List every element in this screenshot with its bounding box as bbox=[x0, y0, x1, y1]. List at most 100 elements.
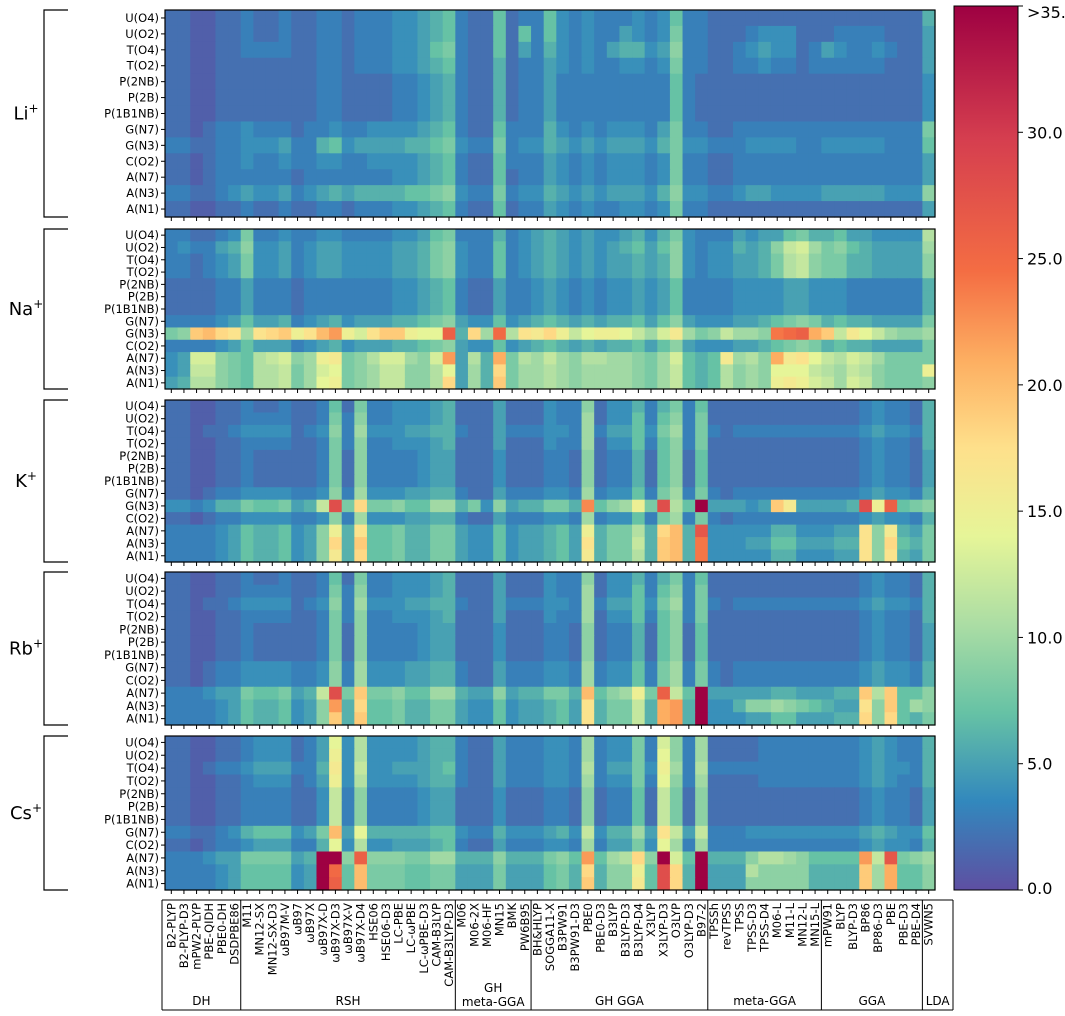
heatmap-cell bbox=[682, 339, 696, 353]
heatmap-cell bbox=[632, 512, 646, 526]
heatmap-cell bbox=[291, 661, 305, 675]
heatmap-cell bbox=[657, 524, 671, 538]
heatmap-cell bbox=[430, 400, 444, 414]
heatmap-cell bbox=[518, 864, 532, 878]
heatmap-cell bbox=[291, 761, 305, 776]
heatmap-cell bbox=[165, 851, 179, 865]
heatmap-cell bbox=[392, 290, 406, 304]
heatmap-cell bbox=[417, 10, 431, 27]
heatmap-cell bbox=[379, 487, 393, 501]
heatmap-cell bbox=[632, 57, 646, 75]
heatmap-cell bbox=[909, 813, 923, 827]
heatmap-cell bbox=[253, 499, 267, 513]
heatmap-cell bbox=[518, 424, 532, 438]
heatmap-cell bbox=[417, 153, 431, 170]
heatmap-cell bbox=[329, 774, 343, 788]
heatmap-cell bbox=[505, 825, 520, 840]
heatmap-cell bbox=[430, 339, 444, 353]
heatmap-cell bbox=[834, 169, 848, 186]
heatmap-cell bbox=[859, 648, 873, 662]
heatmap-cell bbox=[215, 648, 229, 662]
heatmap-cell bbox=[493, 610, 507, 624]
heatmap-cell bbox=[783, 877, 797, 891]
row-label: U(O2) bbox=[125, 748, 159, 762]
heatmap-cell bbox=[215, 851, 229, 865]
heatmap-cell bbox=[796, 825, 810, 840]
heatmap-cell bbox=[329, 169, 343, 186]
heatmap-cell bbox=[909, 201, 923, 218]
heatmap-cell bbox=[783, 253, 797, 267]
heatmap-cell bbox=[202, 153, 217, 170]
heatmap-cell bbox=[228, 549, 242, 563]
heatmap-cell bbox=[720, 661, 734, 675]
heatmap-cell bbox=[846, 774, 860, 788]
heatmap-cell bbox=[770, 41, 785, 59]
heatmap-cell bbox=[884, 648, 898, 662]
heatmap-cell bbox=[770, 787, 785, 801]
heatmap-cell bbox=[329, 549, 343, 563]
heatmap-cell bbox=[758, 877, 772, 891]
heatmap-cell bbox=[505, 265, 520, 279]
heatmap-cell bbox=[354, 623, 368, 637]
heatmap-cell bbox=[594, 253, 608, 267]
heatmap-cell bbox=[606, 376, 621, 390]
group-label: RSH bbox=[336, 994, 361, 1008]
heatmap-cell bbox=[632, 121, 646, 138]
heatmap-cell bbox=[834, 253, 848, 267]
heatmap-cell bbox=[897, 699, 911, 713]
heatmap-cell bbox=[556, 838, 570, 853]
heatmap-cell bbox=[682, 549, 696, 563]
heatmap-cell bbox=[240, 825, 254, 840]
heatmap-cell bbox=[859, 201, 873, 218]
heatmap-cell bbox=[682, 524, 696, 538]
heatmap-cell bbox=[770, 736, 785, 750]
heatmap-cell bbox=[846, 635, 860, 650]
functional-label: BMK bbox=[505, 903, 519, 929]
heatmap-cell bbox=[341, 610, 355, 624]
heatmap-cell bbox=[745, 474, 759, 488]
functional-label: PBE0 bbox=[581, 903, 595, 932]
heatmap-cell bbox=[366, 327, 381, 341]
heatmap-cell bbox=[467, 597, 482, 611]
heatmap-cell bbox=[606, 635, 621, 650]
heatmap-cell bbox=[531, 787, 545, 801]
heatmap-cell bbox=[392, 327, 406, 341]
heatmap-cell bbox=[455, 201, 469, 218]
heatmap-cell bbox=[909, 623, 923, 637]
heatmap-cell bbox=[366, 376, 381, 390]
heatmap-cell bbox=[341, 686, 355, 701]
heatmap-cell bbox=[291, 800, 305, 814]
heatmap-cell bbox=[493, 648, 507, 662]
heatmap-cell bbox=[316, 73, 330, 91]
heatmap-cell bbox=[682, 474, 696, 488]
heatmap-cell bbox=[796, 787, 810, 801]
heatmap-cell bbox=[733, 748, 747, 763]
heatmap-cell bbox=[442, 512, 456, 526]
heatmap-cell bbox=[379, 73, 393, 91]
heatmap-cell bbox=[707, 57, 722, 75]
heatmap-cell bbox=[518, 400, 532, 414]
row-label: U(O2) bbox=[125, 584, 159, 598]
heatmap-cell bbox=[707, 121, 722, 138]
heatmap-cell bbox=[909, 290, 923, 304]
heatmap-cell bbox=[733, 352, 747, 365]
heatmap-cell bbox=[480, 153, 494, 170]
heatmap-cell bbox=[493, 864, 507, 878]
heatmap-cell bbox=[594, 327, 608, 341]
heatmap-cell bbox=[808, 169, 822, 186]
heatmap-cell bbox=[177, 686, 191, 701]
heatmap-cell bbox=[922, 315, 936, 329]
heatmap-cell bbox=[568, 201, 583, 218]
heatmap-cell bbox=[329, 376, 343, 390]
heatmap-cell bbox=[341, 105, 355, 123]
heatmap-cell bbox=[202, 89, 217, 107]
heatmap-cell bbox=[202, 623, 217, 637]
heatmap-cell bbox=[543, 524, 557, 538]
heatmap-cell bbox=[770, 376, 785, 390]
heatmap-cell bbox=[316, 57, 330, 75]
heatmap-cell bbox=[265, 838, 280, 853]
heatmap-cell bbox=[859, 661, 873, 675]
heatmap-cell bbox=[859, 229, 873, 242]
heatmap-cell bbox=[253, 648, 267, 662]
heatmap-cell bbox=[720, 278, 734, 292]
